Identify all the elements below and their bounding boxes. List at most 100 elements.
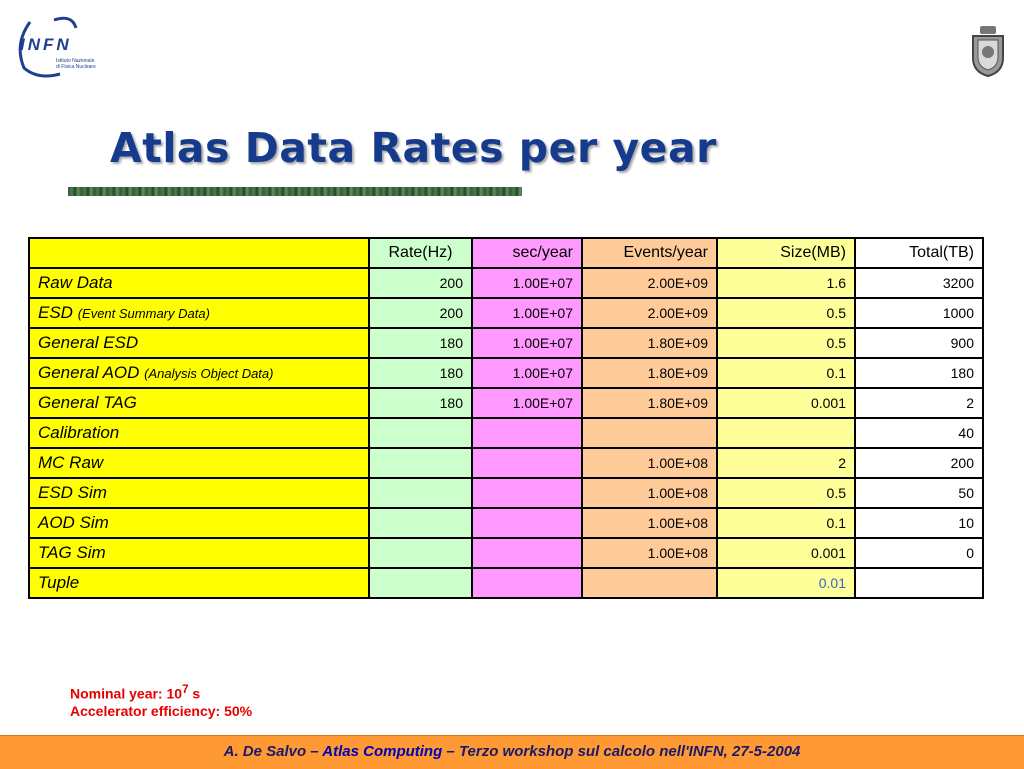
table-row: MC Raw 1.00E+08 2 200 — [28, 447, 984, 479]
table-header-row: Rate(Hz) sec/year Events/year Size(MB) T… — [28, 237, 984, 269]
events-year-cell: 1.00E+08 — [581, 537, 718, 569]
total-cell: 0 — [854, 537, 984, 569]
slide-title: Atlas Data Rates per year — [110, 124, 717, 172]
rate-cell — [368, 567, 473, 599]
header-cell-sec-year: sec/year — [471, 237, 583, 269]
table-row: TAG Sim 1.00E+08 0.001 0 — [28, 537, 984, 569]
total-cell — [854, 567, 984, 599]
sec-year-cell — [471, 477, 583, 509]
total-cell: 10 — [854, 507, 984, 539]
footer-event: – Terzo workshop sul calcolo nell'INFN, … — [442, 743, 801, 760]
events-year-cell: 2.00E+09 — [581, 267, 718, 299]
svg-text:di Fisica Nucleare: di Fisica Nucleare — [56, 64, 96, 70]
table-row: General ESD 180 1.00E+07 1.80E+09 0.5 900 — [28, 327, 984, 359]
size-cell: 0.1 — [716, 507, 856, 539]
size-cell: 0.5 — [716, 327, 856, 359]
sec-year-cell — [471, 417, 583, 449]
events-year-cell: 1.80E+09 — [581, 387, 718, 419]
nominal-year-note: Nominal year: 107 s — [70, 683, 200, 702]
header-cell-name — [28, 237, 370, 269]
sec-year-cell — [471, 507, 583, 539]
total-cell: 1000 — [854, 297, 984, 329]
size-cell: 0.001 — [716, 387, 856, 419]
table-row: General TAG 180 1.00E+07 1.80E+09 0.001 2 — [28, 387, 984, 419]
footer-text: A. De Salvo – Atlas Computing – Terzo wo… — [0, 743, 1024, 760]
total-cell: 40 — [854, 417, 984, 449]
size-cell: 0.01 — [716, 567, 856, 599]
data-rates-table: Rate(Hz) sec/year Events/year Size(MB) T… — [28, 237, 984, 599]
row-name-cell: MC Raw — [28, 447, 370, 479]
total-cell: 3200 — [854, 267, 984, 299]
total-cell: 180 — [854, 357, 984, 389]
row-subtitle: (Analysis Object Data) — [144, 366, 274, 381]
events-year-cell — [581, 567, 718, 599]
svg-text:INFN: INFN — [20, 35, 72, 54]
row-name-cell: AOD Sim — [28, 507, 370, 539]
row-name-cell: General ESD — [28, 327, 370, 359]
size-cell: 0.001 — [716, 537, 856, 569]
row-name-cell: Raw Data — [28, 267, 370, 299]
row-name-cell: ESD Sim — [28, 477, 370, 509]
row-name-cell: General AOD (Analysis Object Data) — [28, 357, 370, 389]
row-name: Tuple — [38, 573, 80, 592]
rate-cell — [368, 477, 473, 509]
row-name-cell: ESD (Event Summary Data) — [28, 297, 370, 329]
sec-year-cell — [471, 537, 583, 569]
row-name: General ESD — [38, 333, 139, 352]
events-year-cell: 1.00E+08 — [581, 477, 718, 509]
sec-year-cell: 1.00E+07 — [471, 327, 583, 359]
sec-year-cell: 1.00E+07 — [471, 297, 583, 329]
sec-year-cell — [471, 567, 583, 599]
table-row: Raw Data 200 1.00E+07 2.00E+09 1.6 3200 — [28, 267, 984, 299]
footer-bar — [0, 735, 1024, 769]
row-name-cell: TAG Sim — [28, 537, 370, 569]
table-row: AOD Sim 1.00E+08 0.1 10 — [28, 507, 984, 539]
title-underline-bar — [68, 187, 522, 196]
table-row: Tuple 0.01 — [28, 567, 984, 599]
total-cell: 50 — [854, 477, 984, 509]
events-year-cell: 1.00E+08 — [581, 507, 718, 539]
events-year-cell: 2.00E+09 — [581, 297, 718, 329]
rate-cell — [368, 417, 473, 449]
nominal-year-exponent: 7 — [182, 683, 189, 696]
rate-cell: 200 — [368, 267, 473, 299]
accelerator-efficiency-note: Accelerator efficiency: 50% — [70, 703, 253, 719]
table-row: Calibration 40 — [28, 417, 984, 449]
size-cell — [716, 417, 856, 449]
row-name: ESD Sim — [38, 483, 107, 502]
table-row: General AOD (Analysis Object Data) 180 1.0… — [28, 357, 984, 389]
row-name: Calibration — [38, 423, 120, 442]
size-cell: 1.6 — [716, 267, 856, 299]
rate-cell: 200 — [368, 297, 473, 329]
events-year-cell — [581, 417, 718, 449]
rate-cell: 180 — [368, 327, 473, 359]
events-year-cell: 1.80E+09 — [581, 357, 718, 389]
row-name: General AOD — [38, 363, 140, 382]
row-name: TAG Sim — [38, 543, 106, 562]
header-cell-rate: Rate(Hz) — [368, 237, 473, 269]
total-cell: 2 — [854, 387, 984, 419]
total-cell: 200 — [854, 447, 984, 479]
header-cell-events-year: Events/year — [581, 237, 718, 269]
rate-cell — [368, 537, 473, 569]
row-name-cell: Tuple — [28, 567, 370, 599]
nominal-year-unit: s — [188, 685, 201, 702]
sec-year-cell: 1.00E+07 — [471, 267, 583, 299]
sec-year-cell: 1.00E+07 — [471, 387, 583, 419]
table-row: ESD (Event Summary Data) 200 1.00E+07 2.00E… — [28, 297, 984, 329]
rate-cell: 180 — [368, 387, 473, 419]
row-subtitle: (Event Summary Data) — [77, 306, 210, 321]
row-name: AOD Sim — [38, 513, 109, 532]
footer-author: A. De Salvo – — [223, 743, 323, 760]
row-name: Raw Data — [38, 273, 113, 292]
rate-cell — [368, 507, 473, 539]
row-name-cell: General TAG — [28, 387, 370, 419]
size-cell: 0.5 — [716, 297, 856, 329]
svg-text:Istituto Nazionale: Istituto Nazionale — [56, 58, 95, 64]
infn-logo: INFN Istituto Nazionale di Fisica Nuclea… — [12, 10, 112, 80]
university-seal-icon — [968, 24, 1008, 78]
size-cell: 2 — [716, 447, 856, 479]
table-row: ESD Sim 1.00E+08 0.5 50 — [28, 477, 984, 509]
header-cell-total: Total(TB) — [854, 237, 984, 269]
footer-title: Atlas Computing — [322, 743, 443, 760]
